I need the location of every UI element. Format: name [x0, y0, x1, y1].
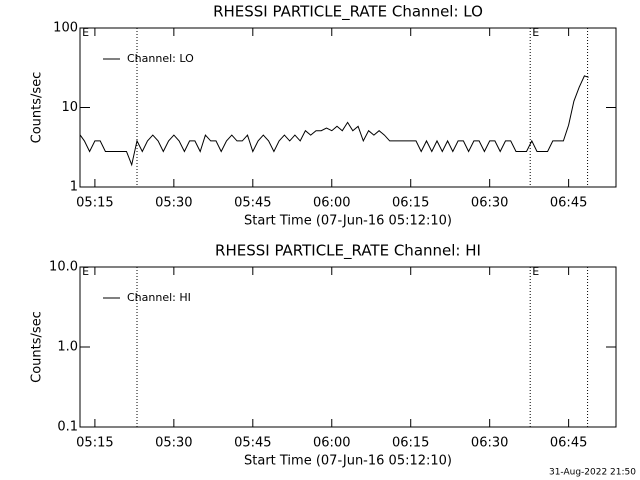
x-tick-label: 05:45 — [234, 436, 271, 451]
y-axis-label: Counts/sec — [30, 72, 45, 144]
y-tick-label: 10.0 — [49, 260, 78, 275]
chart-title: RHESSI PARTICLE_RATE Channel: HI — [215, 242, 481, 261]
timestamp: 31-Aug-2022 21:50 — [549, 468, 636, 478]
y-tick-label: 10 — [61, 100, 78, 115]
legend-label: Channel: HI — [127, 291, 191, 304]
x-tick-label: 05:30 — [155, 436, 192, 451]
x-tick-label: 06:30 — [471, 196, 508, 211]
event-label: E — [532, 26, 539, 39]
x-tick-label: 05:15 — [76, 196, 113, 211]
x-axis-label: Start Time (07-Jun-16 05:12:10) — [244, 214, 452, 229]
x-tick-label: 06:45 — [550, 196, 587, 211]
x-tick-label: 05:15 — [76, 436, 113, 451]
x-tick-label: 05:45 — [234, 196, 271, 211]
y-tick-label: 100 — [53, 21, 78, 36]
legend-label: Channel: LO — [127, 52, 194, 65]
x-tick-label: 06:00 — [313, 436, 350, 451]
x-tick-label: 05:30 — [155, 196, 192, 211]
x-tick-label: 06:15 — [392, 196, 429, 211]
x-tick-label: 06:30 — [471, 436, 508, 451]
event-label: E — [82, 265, 89, 278]
y-tick-label: 1.0 — [57, 340, 78, 355]
x-tick-label: 06:00 — [313, 196, 350, 211]
chart-title: RHESSI PARTICLE_RATE Channel: LO — [213, 3, 483, 22]
y-tick-label: 1 — [70, 180, 78, 195]
y-axis-label: Counts/sec — [30, 311, 45, 383]
x-axis-label: Start Time (07-Jun-16 05:12:10) — [244, 454, 452, 469]
event-label: E — [532, 265, 539, 278]
y-tick-label: 0.1 — [57, 420, 78, 435]
x-tick-label: 06:45 — [550, 436, 587, 451]
data-line — [79, 75, 589, 167]
event-label: E — [82, 26, 89, 39]
x-tick-label: 06:15 — [392, 436, 429, 451]
